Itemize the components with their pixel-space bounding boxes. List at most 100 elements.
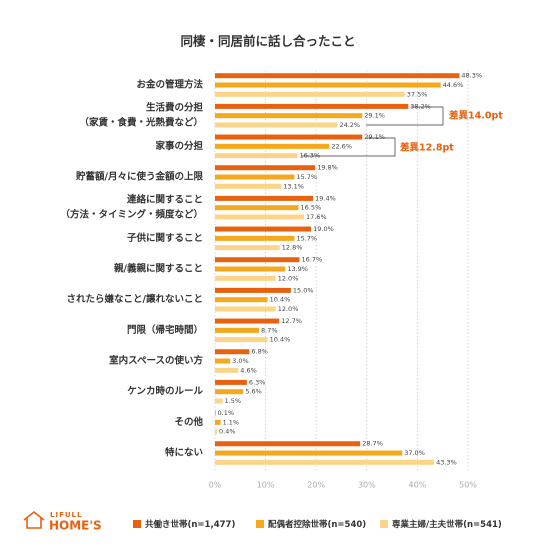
value-label: 12.0% — [278, 274, 299, 282]
legend-swatch — [256, 520, 264, 528]
bar — [215, 143, 330, 149]
bar — [215, 122, 338, 128]
value-label: 19.4% — [315, 194, 336, 202]
category-label: 家事の分担 — [155, 140, 203, 152]
bar — [215, 367, 239, 373]
value-label: 16.5% — [300, 204, 321, 212]
value-label: 16.3% — [299, 152, 320, 160]
bar — [215, 82, 441, 88]
bar — [215, 287, 291, 293]
bar — [215, 257, 300, 263]
category-label: 生活費の分担 — [146, 102, 204, 114]
bar — [215, 379, 247, 385]
logo-text: LIFULL — [50, 511, 82, 519]
bar — [215, 103, 409, 109]
bar — [215, 195, 314, 201]
bar — [215, 266, 286, 272]
category-label: その他 — [174, 416, 203, 428]
bar — [215, 450, 403, 456]
bar — [215, 113, 363, 119]
value-label: 15.0% — [293, 286, 314, 294]
value-label: 44.6% — [443, 81, 464, 89]
value-label: 19.0% — [313, 225, 334, 233]
value-label: 19.8% — [317, 164, 338, 172]
category-label: 室内スペースの使い方 — [109, 355, 203, 367]
value-label: 4.6% — [240, 366, 257, 374]
logo-icon — [23, 510, 45, 529]
bar — [215, 183, 282, 189]
category-label: 貯蓄額/月々に使う金額の上限 — [76, 171, 203, 183]
value-label: 8.7% — [261, 326, 278, 334]
value-label: 13.1% — [283, 182, 304, 190]
value-label: 1.5% — [225, 397, 242, 405]
x-tick-label: 0% — [209, 481, 222, 490]
value-label: 3.0% — [232, 357, 249, 365]
value-label: 10.4% — [270, 336, 291, 344]
bracket — [302, 137, 396, 157]
x-tick-label: 20% — [307, 481, 325, 490]
value-label: 43.3% — [436, 458, 457, 466]
bar — [215, 153, 298, 159]
annotation: 差異12.8pt — [400, 142, 454, 154]
bar — [215, 410, 216, 416]
value-label: 29.1% — [364, 133, 385, 141]
bar — [215, 165, 316, 171]
value-label: 12.0% — [278, 305, 299, 313]
value-label: 24.2% — [339, 121, 360, 129]
logo: LIFULL HOME'S — [23, 510, 102, 533]
value-label: 0.1% — [218, 409, 235, 417]
bar — [215, 389, 244, 395]
legend-swatch — [380, 520, 388, 528]
bar — [215, 297, 268, 303]
legend-swatch — [133, 520, 141, 528]
category-label: 親/義親に関すること — [114, 263, 203, 275]
category-label: 連絡に関すること — [127, 194, 203, 206]
category-label: お金の管理方法 — [136, 79, 203, 91]
category-label: 子供に関すること — [127, 232, 203, 244]
bar — [215, 419, 221, 425]
category-label: 特にない — [165, 447, 203, 459]
bar — [215, 459, 435, 465]
value-label: 6.3% — [249, 378, 266, 386]
chart-title: 同棲・同居前に話し合ったこと — [180, 34, 355, 49]
value-label: 37.5% — [407, 90, 428, 98]
value-label: 17.6% — [306, 213, 327, 221]
bar — [215, 245, 280, 251]
value-label: 48.3% — [461, 72, 482, 80]
value-label: 22.6% — [331, 142, 352, 150]
logo-text: HOME'S — [49, 519, 102, 533]
bar — [215, 235, 295, 241]
legend-label: 専業主婦/主夫世帯(n=541) — [392, 519, 502, 530]
bar — [215, 73, 460, 79]
bar — [215, 226, 312, 232]
legend-label: 配偶者控除世帯(n=540) — [268, 519, 366, 530]
bar — [215, 214, 305, 220]
value-label: 12.7% — [281, 317, 302, 325]
value-label: 29.1% — [364, 112, 385, 120]
value-label: 6.8% — [251, 348, 268, 356]
value-label: 10.4% — [270, 296, 291, 304]
x-tick-label: 50% — [459, 481, 477, 490]
value-label: 12.8% — [282, 244, 303, 252]
value-label: 15.7% — [296, 173, 317, 181]
bar — [215, 306, 276, 312]
category-label: されたら嫌なこと/譲れないこと — [67, 293, 203, 305]
x-tick-label: 40% — [409, 481, 427, 490]
value-label: 38.2% — [410, 102, 431, 110]
bar — [215, 398, 223, 404]
value-label: 5.6% — [245, 388, 262, 396]
category-label: （家賃・食費・光熱費など） — [79, 117, 203, 129]
x-tick-label: 10% — [257, 481, 275, 490]
bar — [215, 318, 280, 324]
bar — [215, 327, 260, 333]
value-label: 28.7% — [362, 440, 383, 448]
category-label: ケンカ時のルール — [127, 385, 203, 397]
value-label: 13.9% — [287, 265, 308, 273]
bar — [215, 174, 295, 180]
annotation: 差異14.0pt — [449, 110, 503, 122]
bar — [215, 134, 363, 140]
value-label: 1.1% — [223, 418, 240, 426]
bar — [215, 358, 231, 364]
bar — [215, 441, 361, 447]
